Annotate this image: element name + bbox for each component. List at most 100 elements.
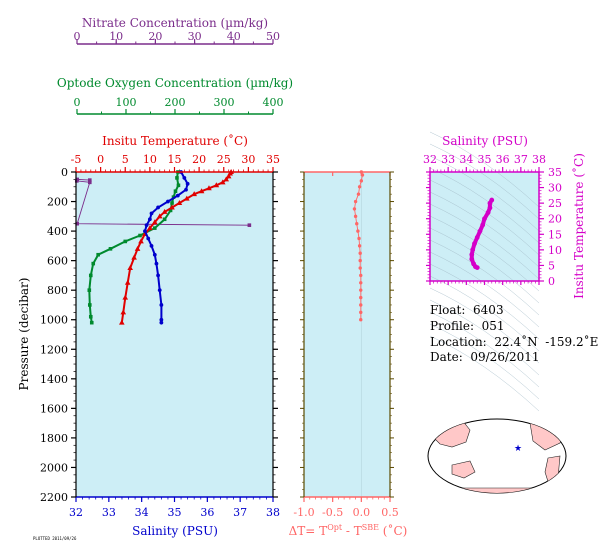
nitrate-tick-label: 30: [188, 30, 202, 43]
nitrate-line: [76, 178, 250, 226]
world-map: ★: [427, 418, 567, 494]
oxygen-point: [88, 314, 93, 319]
ts-profile-point: [477, 228, 483, 234]
salinity-tick-label: 32: [69, 506, 83, 519]
pressure-tick-label: 0: [61, 166, 68, 179]
nitrate-point: [247, 223, 252, 227]
salinity-point: [144, 223, 149, 228]
delta-t-point: [353, 199, 358, 204]
temperature-point: [184, 195, 190, 201]
inset-temperature-tick-label: 25: [548, 197, 562, 210]
isopycnal-contour: [429, 299, 540, 376]
south-america-landmass: [544, 455, 561, 489]
oxygen-point: [89, 320, 94, 325]
delta-t-tick-label: -1.0: [293, 506, 314, 519]
oxygen-axis-label: Optode Oxygen Concentration (µm/kg): [57, 76, 293, 90]
inset-salinity-tick-label: 32: [423, 153, 437, 166]
delta-t-point: [358, 258, 362, 263]
inset-temperature-axis-label: Insitu Temperature (˚C): [571, 153, 586, 299]
oxygen-point: [108, 247, 113, 251]
oxygen-point: [138, 233, 142, 238]
salinity-point: [156, 205, 160, 210]
delta-t-point: [357, 236, 361, 241]
pressure-tick-label: 2000: [40, 461, 68, 474]
delta-t-panel: -1.0 -0.5 0.0 0.5 ΔT= TOpt - TSBE (˚C): [289, 170, 408, 538]
isopycnal-contour: [429, 287, 540, 364]
temperature-point: [134, 245, 141, 251]
delta-t-point: [357, 185, 362, 189]
inset-salinity-tick-label: 38: [532, 153, 546, 166]
pressure-tick-label: 800: [47, 284, 68, 297]
ts-profile-point: [469, 252, 475, 257]
nitrate-tick-label: 10: [109, 30, 123, 43]
ts-profile-point: [485, 210, 491, 215]
delta-t-point: [358, 266, 362, 270]
salinity-tick-label: 35: [168, 506, 182, 519]
oxygen-point: [162, 217, 167, 222]
temperature-point: [198, 188, 205, 194]
australia-landmass: [451, 460, 476, 479]
pressure-tick-label: 1200: [40, 343, 68, 356]
salinity-point: [166, 199, 170, 204]
nitrate-tick-label: 40: [227, 30, 241, 43]
nitrate-point: [74, 179, 79, 183]
salinity-tick-label: 37: [233, 506, 247, 519]
delta-t-axis-label: ΔT= TOpt - TSBE (˚C): [289, 523, 408, 538]
oxygen-point: [153, 226, 157, 230]
isopycnal-contour: [429, 263, 540, 340]
nitrate-axis-label: Nitrate Concentration (µm/kg): [82, 16, 268, 30]
isopycnal-contour: [429, 167, 540, 244]
temperature-point: [122, 294, 129, 300]
nitrate-axis: 0 10 20 30 40 50 Nitrate Concentration (µm/kg…: [74, 16, 280, 45]
salinity-point: [159, 303, 164, 307]
salinity-point: [175, 193, 180, 198]
ts-profile-point: [482, 216, 487, 222]
antarctica-landmass: [429, 487, 566, 493]
inset-salinity-axis-label: Salinity (PSU): [442, 134, 528, 148]
oxygen-tick-label: 300: [214, 96, 235, 109]
delta-t-point: [353, 214, 358, 219]
salinity-point: [156, 273, 160, 278]
temperature-point: [206, 185, 212, 191]
ts-profile-point: [470, 247, 476, 253]
salinity-tick-label: 34: [135, 506, 149, 519]
pressure-tick-label: 1000: [40, 314, 68, 327]
temperature-tick-label: 25: [217, 153, 231, 166]
inset-salinity-tick-label: 35: [478, 153, 492, 166]
temperature-point: [152, 219, 158, 225]
oxygen-point: [88, 273, 93, 278]
salinity-point: [184, 187, 188, 192]
temperature-tick-label: 30: [241, 153, 255, 166]
oxygen-point: [175, 176, 179, 180]
oxygen-point: [87, 303, 92, 307]
temperature-point: [156, 213, 163, 219]
temperature-point: [176, 200, 183, 206]
profile-number: Profile: 051: [430, 319, 505, 333]
temperature-tick-label: 15: [168, 153, 182, 166]
ts-profile-point: [469, 256, 475, 262]
oxygen-point: [123, 239, 128, 244]
delta-t-point: [359, 273, 363, 278]
salinity-point: [159, 317, 164, 322]
isopycnal-contour: [429, 155, 540, 232]
temperature-point: [147, 225, 153, 231]
salinity-point: [159, 320, 164, 325]
salinity-point: [154, 261, 159, 266]
delta-t-line: [354, 171, 363, 320]
salinity-point: [149, 243, 154, 248]
salinity-point: [157, 288, 162, 293]
isopycnal-contour: [429, 239, 540, 316]
temperature-point: [138, 238, 144, 244]
pressure-tick-label: 1600: [40, 402, 68, 415]
temperature-point: [223, 176, 230, 182]
pressure-tick-label: 400: [47, 225, 68, 238]
pressure-tick-label: 2200: [40, 491, 68, 504]
nitrate-point: [87, 180, 92, 185]
pressure-axis-label: Pressure (decibar): [17, 278, 31, 391]
delta-t-tick-label: 0.5: [381, 506, 399, 519]
salinity-tick-label: 36: [200, 506, 214, 519]
pressure-tick-label: 200: [47, 196, 68, 209]
float-location-marker: ★: [514, 444, 522, 454]
ts-inset-panel: 32 33 34 35 36 37 38 0 5 10 15 20 25 30 35 Salinity (P…: [423, 131, 586, 412]
